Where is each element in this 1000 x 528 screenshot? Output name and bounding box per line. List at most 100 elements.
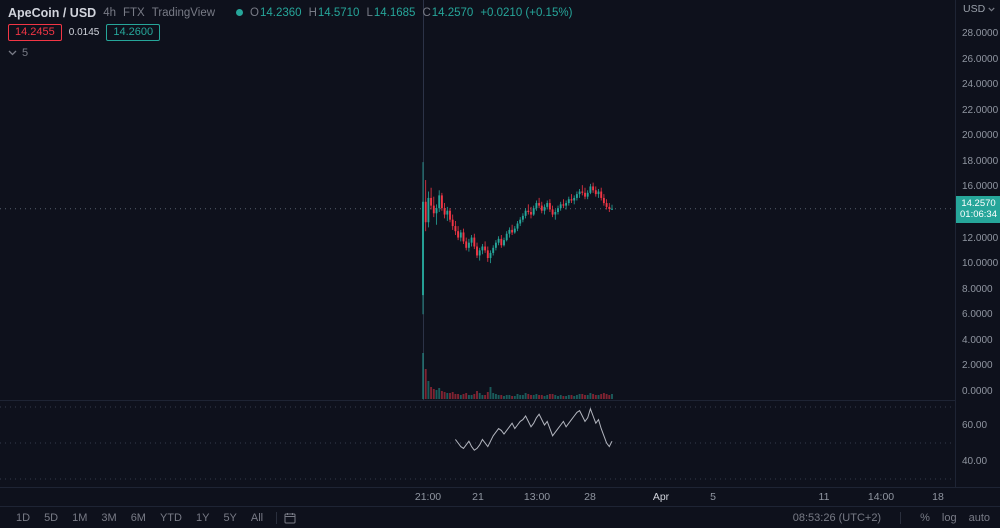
volume-bar — [543, 396, 546, 399]
volume-bar — [467, 395, 470, 399]
candle — [611, 204, 613, 210]
volume-bar — [462, 394, 465, 399]
range-button-1m[interactable]: 1M — [72, 511, 88, 524]
candle — [438, 190, 441, 213]
toolbar-right-group: 08:53:26 (UTC+2) % log auto — [792, 511, 990, 524]
volume-bar — [530, 395, 532, 399]
candle-body — [546, 203, 549, 207]
candle — [535, 200, 538, 211]
ask-price[interactable]: 14.2600 — [106, 24, 161, 41]
candle-body — [532, 208, 535, 215]
price-tick: 20.0000 — [962, 130, 999, 142]
range-button-3m[interactable]: 3M — [101, 511, 117, 524]
spread-value: 0.0145 — [68, 27, 100, 38]
candle-body — [511, 229, 514, 233]
candle-body — [554, 212, 557, 215]
candle — [589, 183, 592, 195]
candle-body — [538, 203, 541, 206]
symbol-title[interactable]: ApeCoin / USD — [8, 5, 97, 20]
range-button-5d[interactable]: 5D — [44, 511, 59, 524]
candle-body — [465, 241, 468, 248]
time-axis[interactable]: 21:00 21 13:00 28 Apr 5 11 14:00 18 — [0, 487, 1000, 507]
candle-body — [500, 238, 503, 246]
range-button-all[interactable]: All — [250, 511, 264, 524]
volume-bar — [573, 396, 576, 399]
candle — [492, 245, 495, 256]
candle-body — [548, 203, 551, 210]
volume-bar — [562, 396, 565, 399]
volume-bar — [557, 396, 559, 399]
candle-body — [519, 219, 522, 224]
time-axis-label: 14:00 — [867, 491, 895, 503]
volume-bar — [449, 393, 451, 399]
candle-body — [446, 210, 449, 215]
volume-bar — [592, 394, 595, 399]
clock-label[interactable]: 08:53:26 (UTC+2) — [792, 511, 882, 524]
legend-symbol-row: ApeCoin / USD 4h FTX TradingView O14.236… — [8, 4, 572, 21]
volume-bar — [589, 393, 592, 399]
volume-bar — [489, 387, 492, 399]
candle-body — [527, 210, 530, 213]
candle-body — [581, 191, 584, 193]
candle — [608, 203, 611, 213]
interval-label[interactable]: 4h — [103, 6, 116, 19]
currency-selector[interactable]: USD — [963, 3, 995, 15]
volume-bar — [427, 381, 430, 399]
auto-scale-button[interactable]: auto — [968, 511, 990, 524]
main-chart[interactable] — [0, 0, 955, 487]
candle — [435, 204, 438, 225]
candle-body — [524, 210, 527, 216]
candle — [548, 199, 551, 213]
volume-bar — [597, 395, 600, 399]
price-tick: 16.0000 — [962, 181, 999, 193]
calendar-icon — [284, 512, 296, 523]
candle — [581, 185, 584, 196]
range-button-5y[interactable]: 5Y — [223, 511, 237, 524]
candle-body — [600, 191, 603, 198]
realtime-dot-icon — [236, 9, 244, 16]
candle — [600, 187, 603, 201]
range-button-ytd[interactable]: YTD — [159, 511, 182, 524]
candle — [532, 205, 535, 216]
range-button-1y[interactable]: 1Y — [195, 511, 210, 524]
range-group: 1D 5D 1M 3M 6M YTD 1Y 5Y All — [10, 511, 269, 525]
candle — [430, 187, 433, 210]
countdown-timer: 01:06:34 — [960, 209, 997, 221]
candle-body — [562, 204, 565, 206]
volume-bar — [454, 394, 457, 399]
candle-body — [594, 190, 597, 195]
candle — [432, 196, 435, 218]
volume-bar — [532, 395, 535, 399]
range-button-6m[interactable]: 6M — [130, 511, 146, 524]
toolbar-divider — [276, 511, 278, 524]
candle — [605, 199, 608, 210]
candle — [524, 208, 527, 219]
volume-bar — [424, 369, 427, 399]
volume-bar — [457, 394, 460, 399]
price-tick: 26.0000 — [962, 53, 999, 65]
candle-body — [592, 186, 595, 191]
candle — [519, 217, 522, 227]
price-value: 14.2570 — [961, 197, 996, 209]
candle — [516, 220, 519, 232]
candle-body — [540, 205, 543, 211]
candle — [500, 235, 503, 248]
candle — [505, 231, 508, 242]
provider-label: TradingView — [151, 6, 216, 19]
bid-price[interactable]: 14.2455 — [8, 24, 62, 41]
range-button-1d[interactable]: 1D — [16, 511, 31, 524]
price-axis[interactable]: USD 28.0000 26.0000 24.0000 22.0000 20.0000 1… — [955, 0, 1000, 487]
candle-body — [503, 240, 505, 246]
candle — [565, 200, 568, 210]
volume-bar — [559, 395, 562, 399]
volume-bar — [484, 395, 487, 399]
candle-body — [451, 219, 454, 227]
collapse-indicators-button[interactable]: 5 — [8, 47, 572, 59]
candle — [422, 162, 424, 315]
volume-bar — [586, 395, 589, 399]
log-scale-button[interactable]: log — [941, 511, 957, 524]
percent-scale-button[interactable]: % — [920, 511, 930, 524]
candle — [513, 226, 516, 234]
go-to-date-button[interactable] — [284, 512, 296, 524]
candle-body — [516, 223, 519, 229]
